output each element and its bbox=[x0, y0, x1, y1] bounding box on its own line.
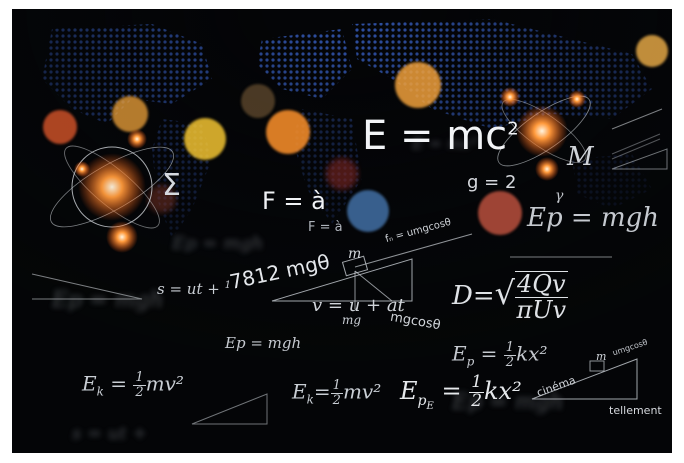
m-symbol: M bbox=[567, 142, 594, 172]
atom-right bbox=[497, 87, 591, 181]
formula-f-eq-a-small: F = à bbox=[308, 220, 343, 235]
formula-s-ut: s = ut + 1 bbox=[157, 280, 231, 298]
formula-ek-left: Ek = 1 2 mv² bbox=[82, 370, 184, 400]
formula-emc2: E = mc2 bbox=[362, 113, 519, 159]
label-m-1: m bbox=[348, 246, 362, 262]
inclined-plane-diagrams bbox=[31, 108, 668, 425]
svg-text:Ep = mgh: Ep = mgh bbox=[171, 233, 263, 254]
gamma-symbol: γ bbox=[555, 188, 564, 204]
label-mg: mg bbox=[342, 313, 362, 327]
svg-text:E = mc²: E = mc² bbox=[411, 134, 478, 153]
label-tellement: tellement bbox=[609, 404, 662, 417]
formula-ep-half-kx2: Ep = 1 2 kx² bbox=[452, 340, 548, 370]
formula-f-eq-a: F = à bbox=[262, 187, 326, 215]
formula-ep-mgh-mid: Ep = mgh bbox=[225, 334, 302, 352]
bokeh-lights bbox=[43, 35, 668, 235]
formula-g-eq-2: g = 2 bbox=[467, 172, 517, 193]
svg-text:Ep = mgh: Ep = mgh bbox=[51, 288, 164, 313]
blurred-formulas: Ep = mgh Ep = mgh Ep = mgh s = ut + E = … bbox=[51, 134, 564, 444]
physics-formulas-image: Ep = mgh Ep = mgh Ep = mgh s = ut + E = … bbox=[12, 9, 672, 453]
formula-ek-mid: Ek= 1 2 mv² bbox=[292, 378, 382, 408]
atom-left bbox=[49, 129, 175, 253]
background-art: Ep = mgh Ep = mgh Ep = mgh s = ut + E = … bbox=[12, 9, 672, 453]
label-m-2: m bbox=[596, 350, 607, 363]
sigma-symbol: Σ bbox=[162, 168, 181, 203]
svg-text:Ep = mgh: Ep = mgh bbox=[451, 390, 564, 415]
formula-d: D=√ 4Qv πUv bbox=[452, 270, 568, 325]
formula-v-eq: v = u + at bbox=[312, 295, 405, 316]
svg-text:s = ut +: s = ut + bbox=[72, 423, 147, 444]
formula-epe-half-kx2: EpE = 1 2 kx² bbox=[400, 372, 522, 412]
formula-ep-mgh-right: Ep = mgh bbox=[527, 203, 659, 233]
